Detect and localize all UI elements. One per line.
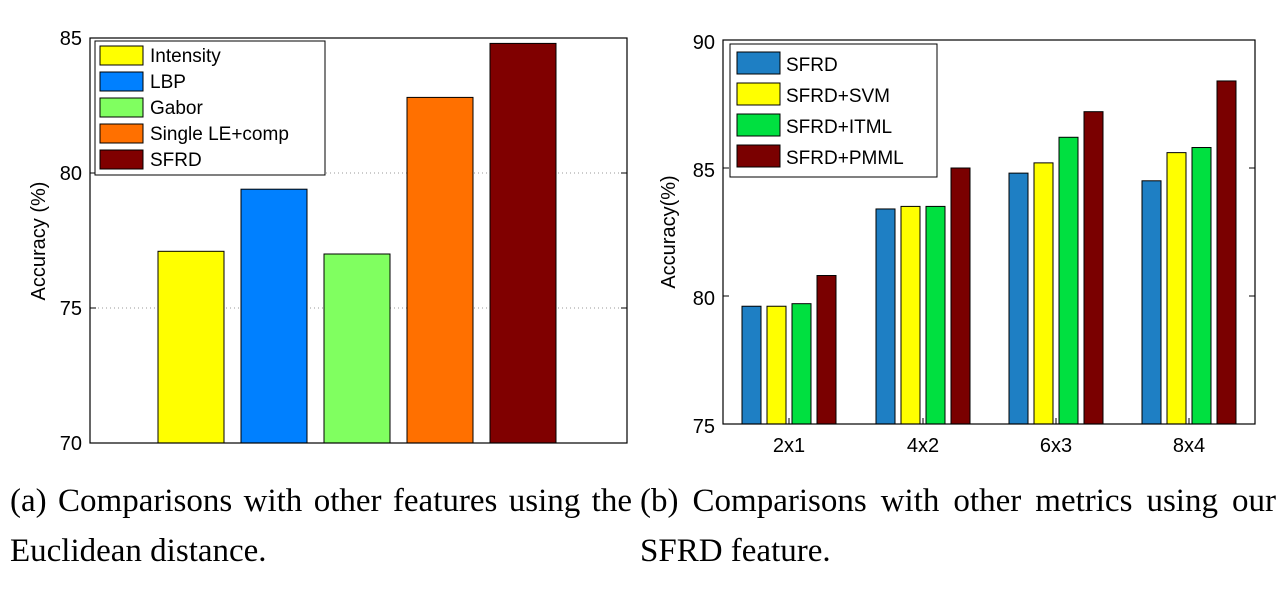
legend-label: Gabor — [150, 98, 203, 119]
legend-swatch — [99, 97, 144, 118]
bar-sfrd-svm-4x2 — [900, 205, 921, 425]
bar-sfrd-pmml-6x3 — [1083, 111, 1104, 425]
x-tick-label: 4x2 — [907, 435, 939, 457]
caption-a: (a) Comparisons with other features usin… — [10, 483, 632, 569]
legend-a: Intensity LBP Gabor Single LE+comp SFRD — [94, 40, 326, 176]
bar-sfrd-svm-2x1 — [766, 305, 787, 425]
bar-sfrd-svm-6x3 — [1033, 162, 1054, 425]
y-axis-label-b: Accuracy(%) — [658, 175, 680, 288]
axes-box-b — [722, 39, 1256, 425]
y-tick-label: 75 — [693, 416, 715, 438]
bar-gabor — [323, 253, 391, 444]
legend-swatch — [736, 113, 781, 137]
y-tick-label: 75 — [60, 298, 82, 320]
axes-box-a — [89, 37, 628, 444]
bar-sfrd-4x2 — [875, 208, 896, 425]
y-tick-label: 70 — [60, 433, 82, 455]
legend-label: Single LE+comp — [150, 124, 289, 145]
legend-swatch — [99, 71, 144, 92]
bar-sfrd-8x4 — [1141, 180, 1162, 425]
legend-swatch — [99, 149, 144, 170]
bar-sfrd-2x1 — [741, 305, 762, 425]
legend-swatch — [99, 123, 144, 144]
legend-label: SFRD — [150, 150, 202, 171]
legend-label: Intensity — [150, 46, 221, 67]
chart-b: 75 80 85 90 2x1 4x2 6x3 8x4 Accuracy(%) SFRD SFRD+… — [658, 32, 1256, 457]
caption-b: (b) Comparisons with other metrics using… — [640, 483, 1276, 569]
legend-b: SFRD SFRD+SVM SFRD+ITML SFRD+PMML — [729, 43, 938, 178]
bar-sfrd-pmml-2x1 — [816, 275, 837, 425]
y-axis-label-a: Accuracy (%) — [28, 182, 50, 301]
bar-sfrd-pmml-8x4 — [1216, 80, 1237, 425]
y-tick-label: 90 — [693, 32, 715, 54]
bar-sfrd-itml-6x3 — [1058, 136, 1079, 425]
y-tick-label: 85 — [60, 28, 82, 50]
legend-swatch — [736, 51, 781, 75]
legend-swatch — [736, 144, 781, 168]
bar-sfrd-pmml-4x2 — [950, 167, 971, 425]
chart-a: 70 75 80 85 Accuracy (%) Intensity LBP Gabor Sin… — [28, 28, 628, 455]
bar-sfrd-itml-4x2 — [925, 205, 946, 425]
y-tick-label: 80 — [60, 163, 82, 185]
bar-sfrd-itml-8x4 — [1191, 147, 1212, 425]
bar-sfrd — [489, 42, 557, 444]
bar-single-le-comp — [406, 96, 474, 444]
legend-swatch — [736, 82, 781, 106]
x-tick-label: 8x4 — [1173, 435, 1205, 457]
legend-label: LBP — [150, 72, 186, 93]
legend-label: SFRD+PMML — [786, 148, 904, 169]
x-tick-label: 2x1 — [773, 435, 805, 457]
figure-charts: 70 75 80 85 Accuracy (%) Intensity LBP Gabor Sin… — [28, 28, 1256, 457]
bar-sfrd-6x3 — [1008, 172, 1029, 425]
y-tick-label: 85 — [693, 160, 715, 182]
y-tick-label: 80 — [693, 288, 715, 310]
legend-label: SFRD — [786, 55, 838, 76]
bar-intensity — [157, 250, 225, 444]
legend-label: SFRD+ITML — [786, 117, 892, 138]
x-tick-label: 6x3 — [1040, 435, 1072, 457]
legend-label: SFRD+SVM — [786, 86, 890, 107]
bar-sfrd-itml-2x1 — [791, 303, 812, 425]
bar-lbp — [240, 188, 308, 444]
bar-sfrd-svm-8x4 — [1166, 152, 1187, 425]
legend-swatch — [99, 45, 144, 66]
